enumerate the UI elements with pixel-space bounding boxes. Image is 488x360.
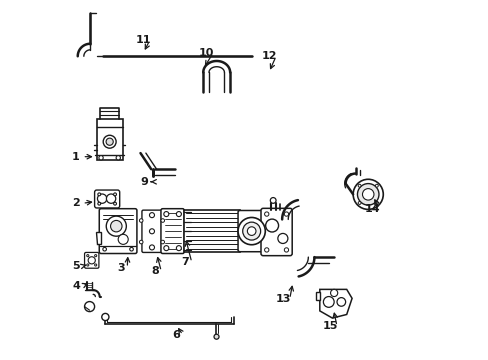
Text: 6: 6	[172, 330, 180, 340]
Circle shape	[176, 212, 181, 217]
Circle shape	[362, 189, 373, 200]
Text: 10: 10	[199, 48, 214, 58]
Circle shape	[84, 302, 94, 312]
Circle shape	[99, 156, 103, 160]
Circle shape	[284, 248, 288, 252]
Text: 12: 12	[261, 51, 277, 61]
Circle shape	[375, 184, 378, 187]
Polygon shape	[96, 232, 101, 244]
Text: 7: 7	[181, 257, 189, 267]
Text: 8: 8	[151, 266, 159, 276]
Circle shape	[98, 193, 101, 196]
Circle shape	[265, 219, 278, 232]
Polygon shape	[208, 67, 224, 92]
Text: 15: 15	[322, 321, 338, 331]
FancyBboxPatch shape	[261, 208, 292, 256]
Circle shape	[352, 179, 383, 210]
Circle shape	[106, 216, 126, 236]
Circle shape	[88, 257, 95, 264]
Circle shape	[375, 202, 378, 204]
Circle shape	[86, 255, 89, 257]
Circle shape	[330, 289, 337, 297]
Circle shape	[214, 334, 219, 339]
Circle shape	[357, 184, 360, 187]
Circle shape	[270, 198, 276, 203]
Circle shape	[86, 264, 89, 266]
FancyBboxPatch shape	[84, 252, 99, 268]
FancyBboxPatch shape	[238, 211, 263, 252]
Bar	[97, 119, 122, 160]
Circle shape	[103, 135, 116, 148]
Circle shape	[357, 202, 360, 204]
Text: 9: 9	[141, 177, 148, 187]
Circle shape	[113, 193, 116, 196]
Circle shape	[98, 202, 101, 205]
Circle shape	[110, 220, 122, 232]
Circle shape	[264, 248, 268, 252]
Text: 11: 11	[135, 35, 151, 45]
Bar	[184, 211, 239, 252]
Circle shape	[116, 156, 120, 160]
Circle shape	[94, 264, 97, 266]
Circle shape	[161, 219, 164, 222]
Circle shape	[357, 184, 378, 205]
Circle shape	[238, 217, 265, 245]
Text: 4: 4	[72, 281, 80, 291]
Circle shape	[139, 240, 142, 244]
Circle shape	[139, 219, 142, 222]
Circle shape	[242, 222, 260, 240]
Circle shape	[163, 212, 168, 217]
Circle shape	[247, 227, 255, 235]
Circle shape	[97, 194, 106, 203]
Circle shape	[264, 212, 268, 216]
Circle shape	[149, 245, 154, 250]
Circle shape	[161, 240, 164, 244]
Circle shape	[118, 234, 128, 244]
Circle shape	[163, 246, 168, 251]
FancyBboxPatch shape	[142, 210, 162, 252]
Text: 5: 5	[72, 261, 80, 271]
Text: 2: 2	[72, 198, 80, 208]
FancyBboxPatch shape	[161, 209, 184, 253]
Text: 1: 1	[72, 152, 80, 162]
Text: 3: 3	[117, 263, 124, 273]
Text: 13: 13	[275, 294, 290, 304]
Circle shape	[323, 297, 333, 307]
Circle shape	[149, 229, 154, 234]
Circle shape	[102, 247, 106, 251]
Polygon shape	[319, 289, 351, 318]
Circle shape	[129, 247, 133, 251]
Circle shape	[176, 246, 181, 251]
FancyBboxPatch shape	[99, 209, 137, 253]
Circle shape	[113, 202, 116, 205]
Circle shape	[284, 212, 288, 216]
Circle shape	[149, 213, 154, 218]
Circle shape	[277, 233, 287, 243]
Circle shape	[106, 138, 113, 145]
FancyBboxPatch shape	[94, 190, 120, 208]
Circle shape	[106, 194, 116, 203]
Circle shape	[336, 298, 345, 306]
Text: 14: 14	[365, 204, 380, 214]
Circle shape	[102, 314, 109, 320]
Circle shape	[94, 255, 97, 257]
Polygon shape	[315, 292, 319, 300]
